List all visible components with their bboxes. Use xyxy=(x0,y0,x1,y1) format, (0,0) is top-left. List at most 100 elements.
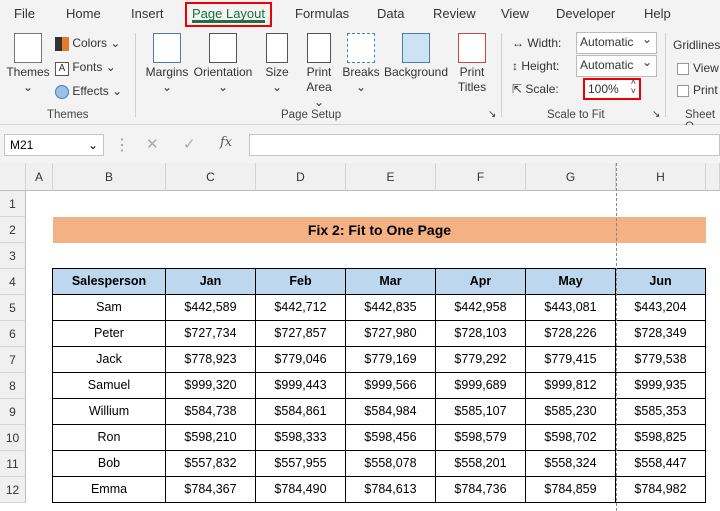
tab-view[interactable]: View xyxy=(501,6,529,21)
insert-function-icon[interactable]: fx xyxy=(220,135,233,150)
table-cell[interactable]: $442,835 xyxy=(345,294,436,321)
tab-page-layout[interactable]: Page Layout xyxy=(185,2,273,27)
table-cell[interactable]: $779,046 xyxy=(255,346,346,373)
table-cell[interactable]: $442,712 xyxy=(255,294,346,321)
table-cell[interactable]: $999,689 xyxy=(435,372,526,399)
table-cell[interactable]: $598,579 xyxy=(435,424,526,451)
table-cell[interactable]: Sam xyxy=(52,294,166,321)
column-header-next[interactable] xyxy=(706,163,720,191)
spinner-arrows-icon[interactable]: ˄ ˅ xyxy=(630,77,636,96)
table-cell[interactable]: $999,935 xyxy=(615,372,706,399)
table-cell[interactable]: $584,861 xyxy=(255,398,346,425)
table-cell[interactable]: $442,589 xyxy=(165,294,256,321)
table-cell[interactable]: $598,456 xyxy=(345,424,436,451)
table-cell[interactable]: $585,107 xyxy=(435,398,526,425)
colors-button[interactable]: Colors ⌄ xyxy=(55,36,120,51)
row-header-8[interactable]: 8 xyxy=(0,373,26,399)
column-header-C[interactable]: C xyxy=(166,163,256,191)
formula-input[interactable] xyxy=(249,134,720,156)
themes-button[interactable]: Themes ⌄ xyxy=(6,33,50,95)
scale-launcher-icon[interactable]: ↘ xyxy=(652,109,661,120)
table-cell[interactable]: $558,447 xyxy=(615,450,706,477)
print-area-button[interactable]: Print Area ⌄ xyxy=(300,33,338,110)
height-select[interactable]: Automatic xyxy=(576,55,657,77)
column-header-F[interactable]: F xyxy=(436,163,526,191)
table-cell[interactable]: $999,812 xyxy=(525,372,616,399)
gridlines-print-checkbox[interactable]: Print xyxy=(677,83,718,97)
table-cell[interactable]: $442,958 xyxy=(435,294,526,321)
column-header-G[interactable]: G xyxy=(526,163,616,191)
table-cell[interactable]: $779,415 xyxy=(525,346,616,373)
table-cell[interactable]: $784,859 xyxy=(525,476,616,503)
table-cell[interactable]: Jack xyxy=(52,346,166,373)
table-cell[interactable]: $999,566 xyxy=(345,372,436,399)
table-cell[interactable]: $727,980 xyxy=(345,320,436,347)
table-cell[interactable]: Samuel xyxy=(52,372,166,399)
table-cell[interactable]: $784,736 xyxy=(435,476,526,503)
column-header-A[interactable]: A xyxy=(26,163,53,191)
table-cell[interactable]: $584,984 xyxy=(345,398,436,425)
row-header-1[interactable]: 1 xyxy=(0,191,26,217)
cancel-icon[interactable]: ✕ xyxy=(146,136,159,153)
select-all-button[interactable] xyxy=(0,163,26,191)
margins-button[interactable]: Margins ⌄ xyxy=(143,33,191,95)
table-cell[interactable]: $443,081 xyxy=(525,294,616,321)
table-header-cell[interactable]: Apr xyxy=(435,268,526,295)
column-header-B[interactable]: B xyxy=(53,163,166,191)
table-cell[interactable]: $598,333 xyxy=(255,424,346,451)
table-cell[interactable]: Ron xyxy=(52,424,166,451)
table-cell[interactable]: $779,292 xyxy=(435,346,526,373)
table-cell[interactable]: $557,955 xyxy=(255,450,346,477)
size-button[interactable]: Size ⌄ xyxy=(262,33,292,95)
table-cell[interactable]: $779,169 xyxy=(345,346,436,373)
row-header-11[interactable]: 11 xyxy=(0,451,26,477)
table-cell[interactable]: $784,613 xyxy=(345,476,436,503)
table-header-cell[interactable]: Mar xyxy=(345,268,436,295)
tab-home[interactable]: Home xyxy=(66,6,101,21)
row-header-10[interactable]: 10 xyxy=(0,425,26,451)
effects-button[interactable]: Effects ⌄ xyxy=(55,84,122,99)
column-header-D[interactable]: D xyxy=(256,163,346,191)
table-cell[interactable]: $598,702 xyxy=(525,424,616,451)
row-header-2[interactable]: 2 xyxy=(0,217,26,243)
table-header-cell[interactable]: Jun xyxy=(615,268,706,295)
background-button[interactable]: Background xyxy=(383,33,449,80)
column-header-E[interactable]: E xyxy=(346,163,436,191)
tab-help[interactable]: Help xyxy=(644,6,671,21)
table-cell[interactable]: $999,443 xyxy=(255,372,346,399)
table-cell[interactable]: $443,204 xyxy=(615,294,706,321)
orientation-button[interactable]: Orientation ⌄ xyxy=(192,33,254,95)
row-header-4[interactable]: 4 xyxy=(0,269,26,295)
print-titles-button[interactable]: Print Titles xyxy=(454,33,490,95)
page-setup-launcher-icon[interactable]: ↘ xyxy=(488,109,497,120)
table-cell[interactable]: $598,210 xyxy=(165,424,256,451)
table-cell[interactable]: $585,230 xyxy=(525,398,616,425)
tab-developer[interactable]: Developer xyxy=(556,6,616,21)
row-header-7[interactable]: 7 xyxy=(0,347,26,373)
table-cell[interactable]: $585,353 xyxy=(615,398,706,425)
table-cell[interactable]: $558,324 xyxy=(525,450,616,477)
table-cell[interactable]: $558,078 xyxy=(345,450,436,477)
table-cell[interactable]: $558,201 xyxy=(435,450,526,477)
table-cell[interactable]: $784,367 xyxy=(165,476,256,503)
gridlines-view-checkbox[interactable]: View xyxy=(677,61,719,75)
enter-icon[interactable]: ✓ xyxy=(183,136,196,153)
table-cell[interactable]: $779,538 xyxy=(615,346,706,373)
table-cell[interactable]: Bob xyxy=(52,450,166,477)
table-cell[interactable]: $728,349 xyxy=(615,320,706,347)
table-cell[interactable]: $728,103 xyxy=(435,320,526,347)
table-header-cell[interactable]: Salesperson xyxy=(52,268,166,295)
name-box[interactable]: M21 ⌄ xyxy=(4,134,104,156)
row-header-9[interactable]: 9 xyxy=(0,399,26,425)
table-cell[interactable]: $557,832 xyxy=(165,450,256,477)
table-cell[interactable]: $784,982 xyxy=(615,476,706,503)
row-header-6[interactable]: 6 xyxy=(0,321,26,347)
table-cell[interactable]: $584,738 xyxy=(165,398,256,425)
table-header-cell[interactable]: May xyxy=(525,268,616,295)
table-cell[interactable]: $999,320 xyxy=(165,372,256,399)
table-header-cell[interactable]: Jan xyxy=(165,268,256,295)
table-cell[interactable]: $727,734 xyxy=(165,320,256,347)
tab-insert[interactable]: Insert xyxy=(131,6,164,21)
table-cell[interactable]: $784,490 xyxy=(255,476,346,503)
